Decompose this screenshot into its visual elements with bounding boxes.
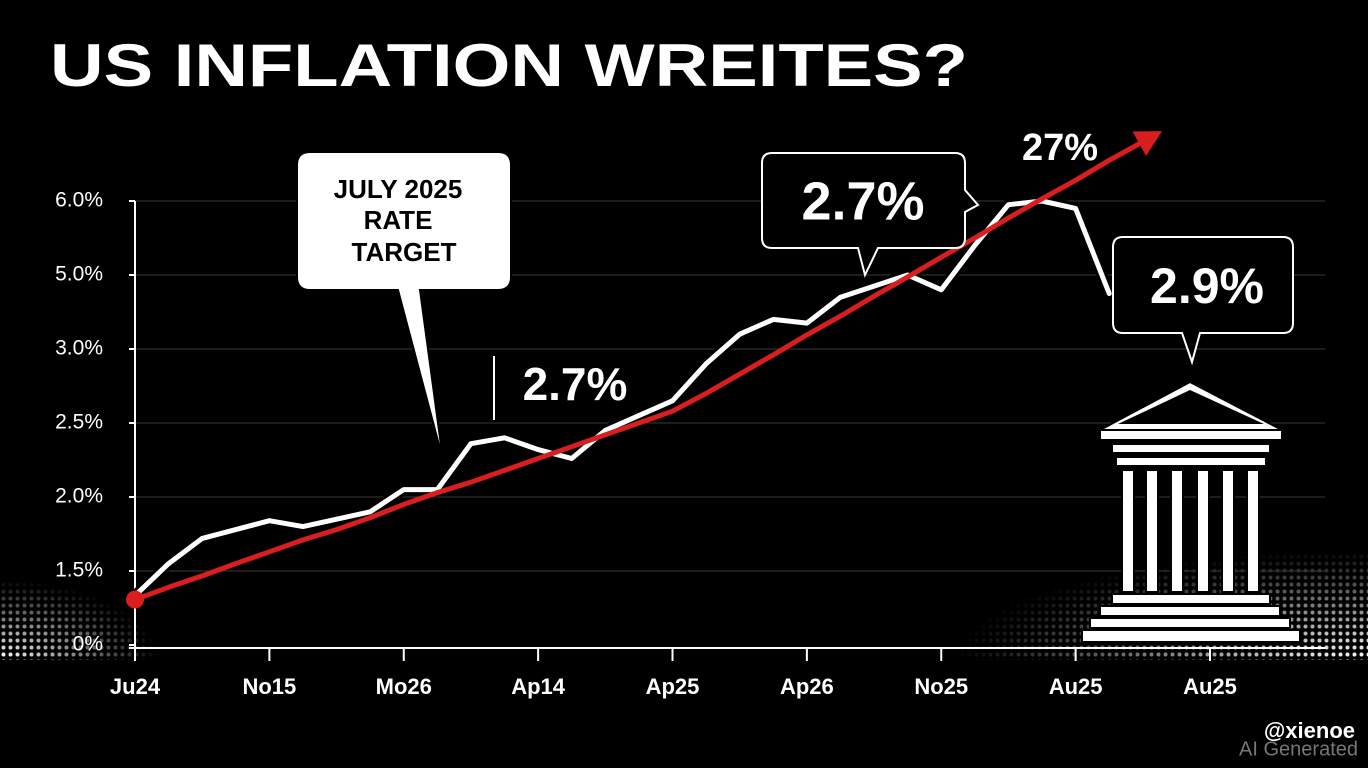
line bbox=[132, 139, 1146, 603]
start-dot bbox=[126, 590, 144, 609]
x-tick-label: Ap14 bbox=[511, 674, 566, 699]
annotation-text: 2.7% bbox=[801, 171, 924, 231]
x-tick-label: Au25 bbox=[1049, 674, 1103, 699]
annotation-text: 2.9% bbox=[1150, 258, 1264, 314]
x-tick-label: Ju24 bbox=[110, 674, 161, 699]
x-tick-label: Ap26 bbox=[780, 674, 834, 699]
arrow-head bbox=[1132, 131, 1163, 156]
callout-right: 2.9% bbox=[1112, 236, 1294, 366]
y-tick-label: 6.0% bbox=[55, 189, 103, 212]
x-tick-label: No15 bbox=[242, 674, 296, 699]
line bbox=[132, 198, 1112, 599]
x-tick-label: Mo26 bbox=[376, 674, 432, 699]
annotation-text: 2.7% bbox=[523, 358, 628, 410]
watermark: AI Generated bbox=[1239, 738, 1358, 760]
annotation-text: JULY 2025 bbox=[334, 174, 463, 204]
callout-rate-target: JULY 2025 RATE TARGET bbox=[296, 151, 512, 461]
y-tick-label: 3.0% bbox=[55, 337, 103, 360]
y-tick-label: 1.5% bbox=[55, 559, 103, 582]
x-tick-label: Ap25 bbox=[646, 674, 700, 699]
y-tick-label: 2.5% bbox=[55, 411, 103, 434]
y-tick-label: 0% bbox=[73, 633, 103, 656]
annotation-text: TARGET bbox=[352, 237, 457, 267]
y-tick-label: 2.0% bbox=[55, 485, 103, 508]
x-tick-label: No25 bbox=[914, 674, 968, 699]
callout-big: 2.7% bbox=[761, 152, 980, 278]
building-icon bbox=[1081, 380, 1301, 643]
halftone bbox=[0, 560, 200, 660]
y-tick-label: 5.0% bbox=[55, 263, 103, 286]
x-tick-label: Au25 bbox=[1183, 674, 1237, 699]
credit: @xienoe bbox=[1264, 718, 1355, 743]
chart-title: US INFLATION WREITES? bbox=[50, 32, 968, 99]
annotation-text: RATE bbox=[364, 205, 433, 235]
annotation-text: 27% bbox=[1022, 127, 1098, 169]
